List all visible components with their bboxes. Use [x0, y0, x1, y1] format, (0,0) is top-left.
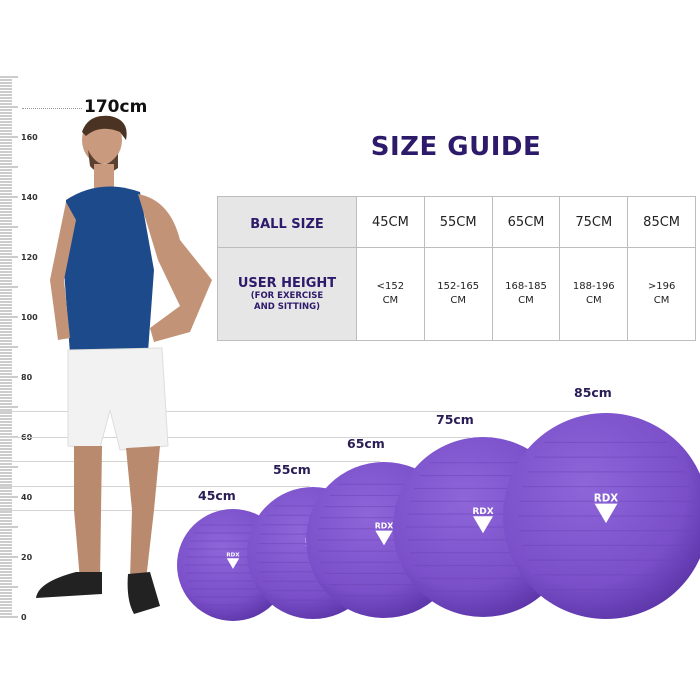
rdx-logo-icon: [226, 558, 240, 569]
rdx-logo-text: RDX: [375, 522, 394, 531]
table-cell: 65CM: [491, 195, 561, 249]
rdx-logo-text: RDX: [472, 507, 493, 517]
exercise-ball-85cm: RDX: [503, 413, 700, 619]
table-cell: 75CM: [559, 195, 629, 249]
rdx-logo-icon: [473, 516, 493, 534]
user-height-subheader: (FOR EXERCISE: [250, 290, 324, 301]
height-range: 188-196: [572, 281, 615, 293]
model-person-image: [36, 115, 212, 614]
rdx-logo-text: RDX: [594, 493, 618, 505]
ball-label-45: 45cm: [198, 488, 236, 503]
row-header-user-height: USER HEIGHT (FOR EXERCISE AND SITTING): [217, 247, 357, 341]
user-height-subheader: AND SITTING): [254, 301, 320, 312]
height-unit: CM: [653, 295, 670, 307]
ruler-label: 140: [21, 193, 38, 202]
ruler-label: 100: [21, 313, 38, 322]
ruler-label: 20: [21, 553, 33, 562]
table-cell: 45CM: [356, 195, 425, 249]
ruler-label: 0: [21, 613, 27, 622]
guide-line-45: [0, 510, 230, 511]
ball-label-65: 65cm: [347, 436, 385, 451]
ball-label-85: 85cm: [574, 385, 612, 400]
ruler-label: 80: [21, 373, 33, 382]
ruler-label: 160: [21, 133, 38, 142]
height-unit: CM: [382, 295, 399, 307]
user-height-header: USER HEIGHT: [237, 275, 337, 291]
table-cell: 152-165 CM: [423, 247, 493, 341]
rdx-logo-icon: [375, 530, 393, 546]
ball-label-55: 55cm: [273, 462, 311, 477]
guide-line-75: [0, 437, 470, 438]
table-row-ball-size: BALL SIZE 45CM 55CM 65CM 75CM 85CM: [217, 195, 696, 249]
table-cell: 85CM: [627, 195, 696, 249]
table-cell: >196 CM: [627, 247, 696, 341]
person-height-label: 170cm: [84, 97, 148, 117]
table-row-user-height: USER HEIGHT (FOR EXERCISE AND SITTING) <…: [217, 247, 696, 341]
guide-line-85: [0, 411, 590, 412]
ruler-label: 120: [21, 253, 38, 262]
size-table: BALL SIZE 45CM 55CM 65CM 75CM 85CM USER …: [217, 195, 696, 341]
row-header-ball-size: BALL SIZE: [217, 195, 357, 249]
ball-size-header: BALL SIZE: [250, 216, 324, 232]
guide-line-65: [0, 461, 380, 462]
height-range: 168-185: [505, 281, 547, 293]
ball-label-75: 75cm: [436, 412, 474, 427]
height-marker-line: [22, 108, 82, 109]
height-range: >196: [647, 281, 676, 293]
table-cell: <152 CM: [356, 247, 425, 341]
ruler-label: 40: [21, 493, 33, 502]
height-unit: CM: [450, 295, 466, 307]
height-unit: CM: [585, 295, 602, 307]
rdx-logo-icon: [594, 503, 618, 524]
height-range: 152-165: [437, 281, 480, 293]
page-title: SIZE GUIDE: [370, 132, 542, 162]
rdx-logo-text: RDX: [226, 552, 240, 558]
height-range: <152: [376, 281, 405, 293]
height-unit: CM: [518, 295, 534, 307]
